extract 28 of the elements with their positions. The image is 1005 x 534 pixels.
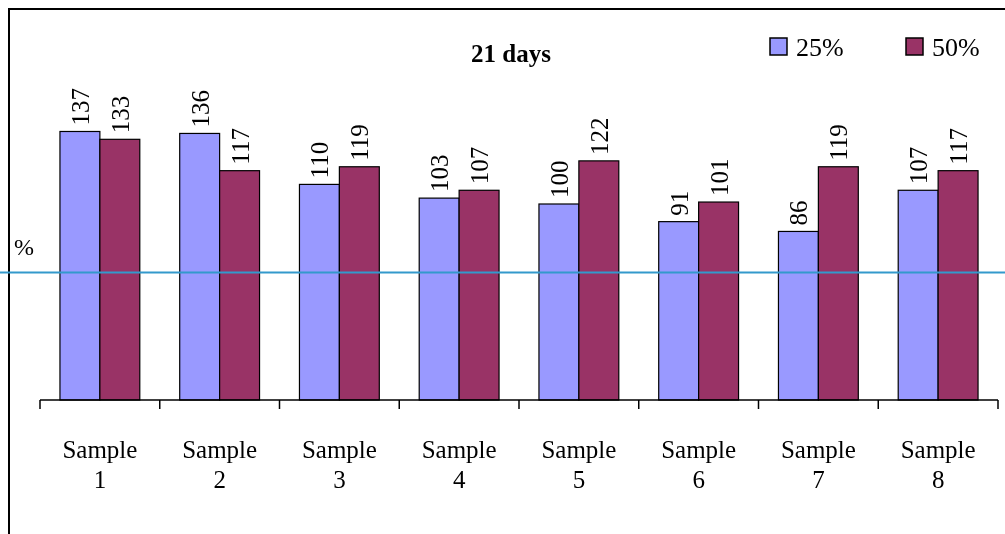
x-tick-label: Sample 4 [421, 436, 497, 493]
data-label: 122 [585, 117, 613, 155]
data-label: 107 [466, 146, 494, 185]
data-label: 137 [66, 87, 94, 126]
x-tick-label: Sample 2 [182, 436, 258, 493]
data-label: 103 [426, 154, 454, 193]
data-label: 86 [785, 200, 813, 226]
data-label: 119 [825, 124, 853, 161]
data-label: 136 [186, 89, 214, 128]
x-tick-label: Sample 7 [780, 436, 856, 493]
data-label: 110 [306, 141, 334, 179]
legend-label: 25% [796, 33, 844, 62]
x-tick-label: Sample 8 [900, 436, 976, 493]
x-tick-label: Sample 3 [301, 436, 377, 493]
data-label: 117 [226, 128, 254, 165]
data-label: 91 [665, 190, 693, 216]
x-tick-label: Sample 6 [661, 436, 737, 493]
data-label: 119 [346, 124, 374, 161]
text: 21 days [471, 40, 552, 67]
ref-line-label: % [14, 233, 34, 260]
data-label: 117 [945, 128, 973, 165]
data-label: 100 [545, 160, 573, 198]
data-label: 101 [705, 158, 733, 197]
data-label: 107 [905, 146, 933, 185]
x-tick-label: Sample 5 [541, 436, 617, 493]
data-label: 133 [106, 95, 134, 134]
x-tick-label: Sample 1 [62, 436, 138, 493]
legend-label: 50% [932, 33, 980, 62]
